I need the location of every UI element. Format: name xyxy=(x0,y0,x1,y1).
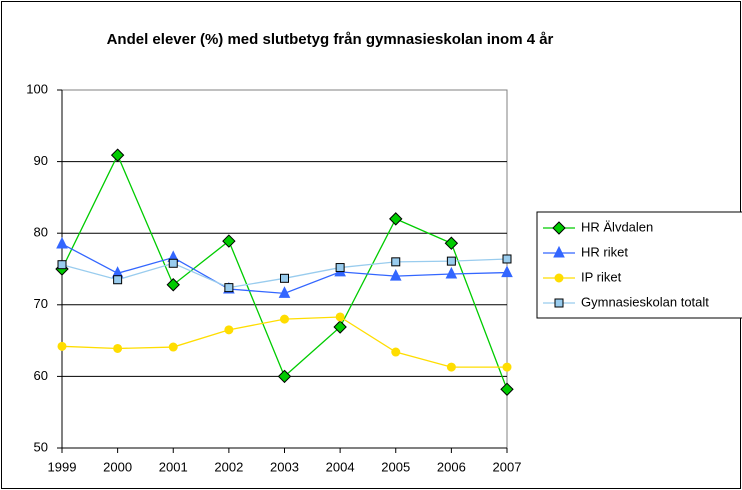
y-tick-label: 100 xyxy=(26,81,48,96)
x-tick-label: 1999 xyxy=(48,459,77,474)
data-point xyxy=(445,266,458,279)
data-point xyxy=(333,320,347,334)
plot-area xyxy=(61,89,508,449)
legend-marker xyxy=(553,245,565,258)
data-point xyxy=(446,362,456,372)
data-point xyxy=(280,273,289,283)
data-point xyxy=(278,286,291,298)
y-tick-label: 80 xyxy=(34,225,48,240)
data-point xyxy=(168,258,178,268)
data-point xyxy=(224,325,234,335)
data-point xyxy=(335,312,345,322)
data-point xyxy=(56,236,68,249)
x-tick-label: 2001 xyxy=(159,459,188,474)
data-point xyxy=(502,254,512,264)
legend-label: HR Älvdalen xyxy=(581,219,653,234)
x-tick-label: 2004 xyxy=(326,459,355,474)
data-point xyxy=(222,234,236,248)
y-tick-label: 60 xyxy=(34,368,48,383)
legend-marker xyxy=(554,298,564,308)
data-point xyxy=(277,369,292,384)
legend-label: IP riket xyxy=(581,269,622,284)
data-point xyxy=(501,265,513,278)
data-point xyxy=(391,347,401,357)
y-tick-label: 50 xyxy=(34,439,48,454)
x-tick-label: 2006 xyxy=(437,459,466,474)
data-point xyxy=(389,269,402,281)
legend-marker xyxy=(554,273,564,283)
legend-label: Gymnasieskolan totalt xyxy=(581,294,709,309)
data-point xyxy=(391,257,401,267)
data-point xyxy=(280,314,289,324)
x-tick-label: 2000 xyxy=(103,459,132,474)
data-point xyxy=(446,256,456,266)
x-tick-label: 2003 xyxy=(270,459,299,474)
y-tick-label: 70 xyxy=(34,296,48,311)
data-point xyxy=(110,148,125,162)
data-point xyxy=(113,275,123,285)
legend-marker xyxy=(552,221,566,235)
data-point xyxy=(166,278,180,292)
data-point xyxy=(57,260,67,270)
x-tick-label: 2002 xyxy=(214,459,243,474)
data-point xyxy=(168,342,178,352)
data-point xyxy=(389,212,403,226)
data-point xyxy=(502,362,512,372)
data-point xyxy=(335,263,345,273)
data-point xyxy=(500,382,514,396)
data-point xyxy=(113,343,123,353)
legend-label: HR riket xyxy=(581,244,628,259)
data-point xyxy=(444,236,459,250)
data-point xyxy=(224,283,234,293)
y-tick-label: 90 xyxy=(34,153,48,168)
x-tick-label: 2007 xyxy=(493,459,522,474)
chart-title: Andel elever (%) med slutbetyg från gymn… xyxy=(107,31,554,48)
data-point xyxy=(57,341,67,351)
legend-box xyxy=(536,211,742,319)
x-tick-label: 2005 xyxy=(381,459,410,474)
